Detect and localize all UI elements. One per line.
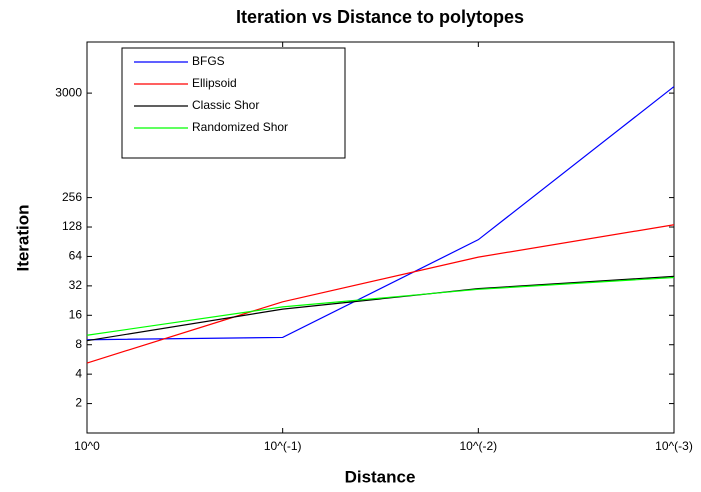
series-line <box>86 86 675 341</box>
legend-box <box>121 47 346 159</box>
x-axis-label: Distance <box>345 467 416 486</box>
y-tick-label: 3000 <box>55 85 82 99</box>
y-tick-label: 128 <box>62 219 82 233</box>
series-line <box>86 224 675 364</box>
y-tick-label: 256 <box>62 190 82 204</box>
legend-label: Ellipsoid <box>192 76 237 90</box>
chart-title: Iteration vs Distance to polytopes <box>236 7 524 27</box>
x-tick-label: 10^(-2) <box>460 439 498 453</box>
x-tick-label: 10^(-3) <box>655 439 693 453</box>
x-tick-label: 10^(-1) <box>264 439 302 453</box>
legend-label: BFGS <box>192 54 225 68</box>
y-tick-label: 4 <box>75 366 82 380</box>
legend-label: Classic Shor <box>192 98 259 112</box>
series-line <box>86 275 675 342</box>
series-line <box>86 276 675 336</box>
legend-label: Randomized Shor <box>192 120 288 134</box>
y-tick-label: 2 <box>75 396 82 410</box>
y-tick-label: 32 <box>69 278 83 292</box>
x-tick-label: 10^0 <box>74 439 100 453</box>
y-tick-label: 64 <box>69 249 83 263</box>
y-tick-label: 8 <box>75 337 82 351</box>
y-axis-label: Iteration <box>13 204 32 271</box>
y-tick-label: 16 <box>69 307 83 321</box>
